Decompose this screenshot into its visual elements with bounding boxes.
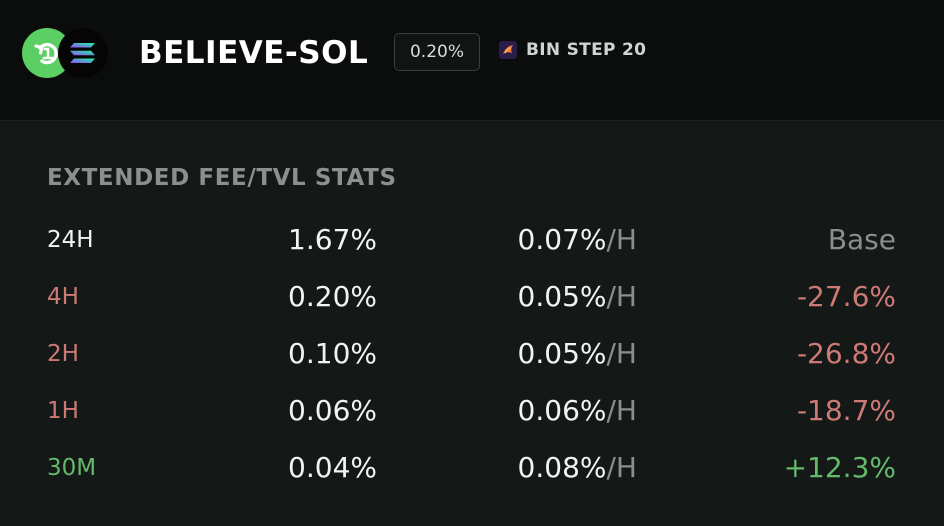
stats-row: 24H 1.67% 0.07%/H Base (0, 218, 944, 262)
hourly-unit: /H (606, 280, 638, 313)
bin-step-label: BIN STEP 20 (499, 40, 646, 60)
change-value: -27.6% (796, 280, 896, 313)
hourly-unit: /H (606, 394, 638, 427)
hourly-rate: 0.05% (517, 337, 607, 370)
stats-row: 30M 0.04% 0.08%/H +12.3% (0, 446, 944, 490)
period-label: 2H (47, 341, 79, 367)
hourly-unit: /H (606, 337, 638, 370)
hourly-rate: 0.08% (517, 451, 607, 484)
period-label: 24H (47, 227, 94, 253)
hourly-unit: /H (606, 451, 638, 484)
hourly-fee-value: 0.08%/H (518, 446, 637, 490)
change-value: Base (827, 223, 896, 256)
hourly-unit: /H (606, 223, 638, 256)
hourly-fee-value: 0.05%/H (518, 275, 637, 319)
period-label: 30M (47, 455, 97, 481)
hourly-fee-value: 0.05%/H (518, 332, 637, 376)
stats-row: 1H 0.06% 0.06%/H -18.7% (0, 389, 944, 433)
fee-tvl-value: 1.67% (288, 223, 377, 256)
pool-header: BELIEVE-SOL 0.20% BIN STEP 20 (0, 0, 944, 110)
change-value: -18.7% (796, 394, 896, 427)
hourly-fee-value: 0.07%/H (518, 218, 637, 262)
hourly-fee-value: 0.06%/H (518, 389, 637, 433)
change-value: +12.3% (783, 451, 896, 484)
meteora-icon (499, 41, 517, 59)
stats-row: 4H 0.20% 0.05%/H -27.6% (0, 275, 944, 319)
fee-tvl-value: 0.06% (288, 394, 377, 427)
fee-tvl-value: 0.04% (288, 451, 377, 484)
fee-tvl-value: 0.20% (288, 280, 377, 313)
fee-tvl-stats-panel: EXTENDED FEE/TVL STATS 24H 1.67% 0.07%/H… (0, 120, 944, 526)
bin-step-text: BIN STEP 20 (526, 40, 647, 60)
stats-heading: EXTENDED FEE/TVL STATS (47, 165, 397, 191)
hourly-rate: 0.06% (517, 394, 607, 427)
token-pair-icons (22, 28, 108, 78)
solana-token-icon (58, 28, 108, 78)
fee-tier-badge: 0.20% (394, 33, 480, 71)
fee-tvl-value: 0.10% (288, 337, 377, 370)
hourly-rate: 0.07% (517, 223, 607, 256)
change-value: -26.8% (796, 337, 896, 370)
period-label: 4H (47, 284, 79, 310)
pair-title: BELIEVE-SOL (139, 35, 369, 71)
period-label: 1H (47, 398, 79, 424)
hourly-rate: 0.05% (517, 280, 607, 313)
stats-row: 2H 0.10% 0.05%/H -26.8% (0, 332, 944, 376)
